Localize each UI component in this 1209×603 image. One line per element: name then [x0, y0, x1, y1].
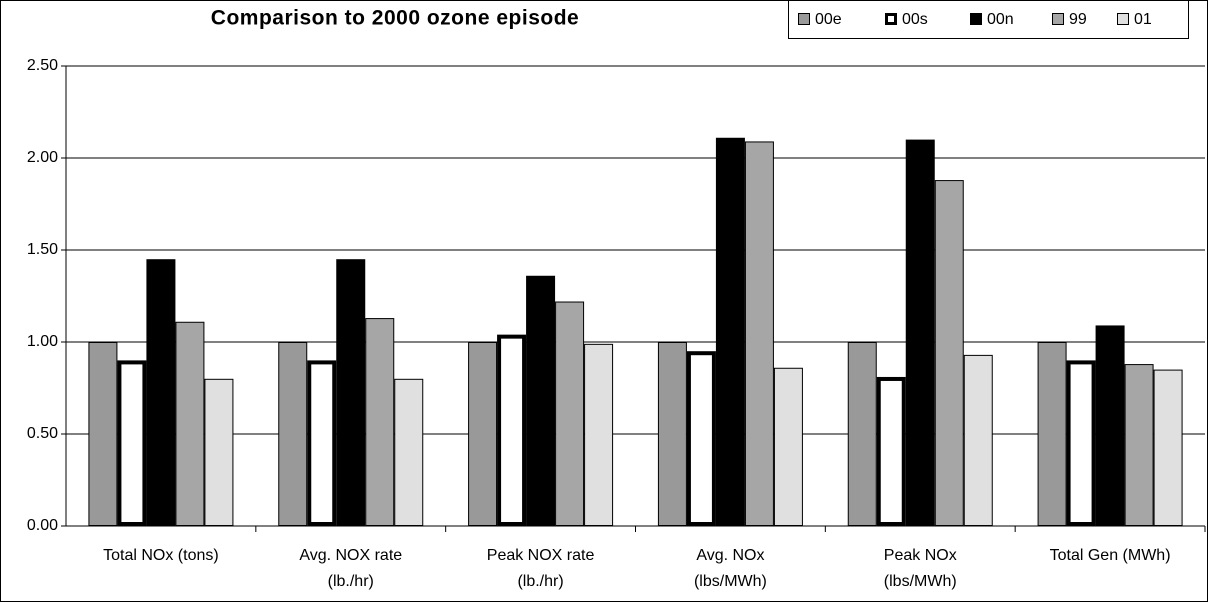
legend-label: 00n — [987, 11, 1014, 28]
y-tick-label: 1.00 — [27, 333, 58, 350]
x-tick-label: Avg. NOX rate — [299, 547, 402, 564]
bar — [146, 259, 176, 526]
bar — [394, 378, 424, 526]
bar — [773, 367, 803, 527]
legend-swatch — [1117, 13, 1129, 25]
x-tick-label: Total NOx (tons) — [103, 547, 219, 564]
bar — [715, 137, 745, 526]
bar — [307, 360, 337, 526]
legend-label: 00s — [902, 11, 928, 28]
bar — [1066, 360, 1096, 526]
bar — [204, 378, 234, 526]
bar — [1153, 369, 1183, 526]
y-tick-label: 2.00 — [27, 149, 58, 166]
y-tick-label: 2.50 — [27, 57, 58, 74]
bar — [584, 343, 614, 526]
bar — [175, 321, 205, 527]
bar — [88, 342, 118, 526]
bar — [963, 354, 993, 526]
bar — [117, 360, 147, 526]
legend-label: 99 — [1069, 11, 1087, 28]
bar — [468, 342, 498, 526]
bar — [1095, 325, 1125, 526]
legend-label: 01 — [1134, 11, 1152, 28]
bar — [526, 275, 556, 527]
x-tick-label: (lb./hr) — [328, 573, 374, 590]
bar — [1124, 364, 1154, 526]
legend-label: 00e — [815, 11, 842, 28]
bar — [934, 180, 964, 527]
bar — [657, 342, 687, 526]
bar — [278, 342, 308, 526]
x-tick-label: (lbs/MWh) — [884, 573, 957, 590]
x-tick-label: Peak NOX rate — [487, 547, 595, 564]
bar — [905, 139, 935, 526]
x-tick-label: Peak NOx — [884, 547, 957, 564]
bar — [555, 301, 585, 526]
x-tick-label: Avg. NOx — [696, 547, 764, 564]
y-tick-label: 0.50 — [27, 425, 58, 442]
legend-swatch — [885, 13, 897, 25]
y-tick-label: 0.00 — [27, 517, 58, 534]
chart-title: Comparison to 2000 ozone episode — [211, 7, 579, 30]
bar — [336, 259, 366, 526]
bar — [1037, 342, 1067, 526]
bar — [847, 342, 877, 526]
bar — [365, 318, 395, 526]
x-tick-label: (lbs/MWh) — [694, 573, 767, 590]
bar — [876, 376, 906, 526]
bar — [497, 334, 527, 527]
legend-swatch — [798, 13, 810, 25]
y-tick-label: 1.50 — [27, 241, 58, 258]
legend-swatch — [1052, 13, 1064, 25]
bar — [744, 141, 774, 526]
x-tick-label: (lb./hr) — [517, 573, 563, 590]
legend-swatch — [970, 13, 982, 25]
bar — [686, 351, 716, 527]
x-tick-label: Total Gen (MWh) — [1050, 547, 1171, 564]
